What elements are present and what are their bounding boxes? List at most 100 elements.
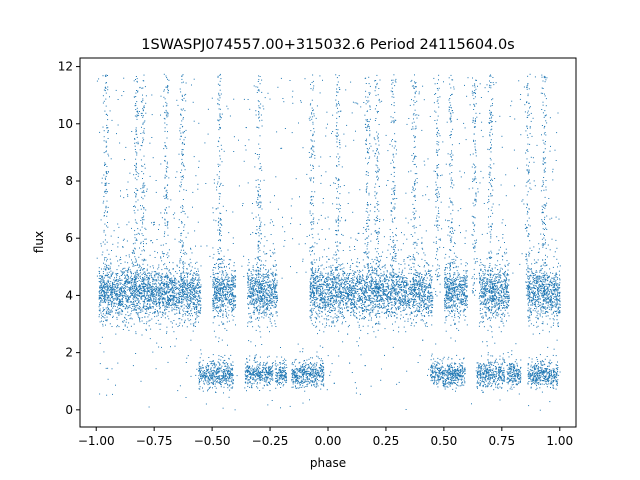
- data-point: [226, 284, 228, 285]
- data-point: [147, 276, 149, 278]
- data-point: [273, 286, 275, 288]
- data-point: [219, 304, 221, 306]
- data-point: [220, 263, 222, 265]
- data-point: [359, 288, 361, 289]
- data-point: [171, 310, 173, 312]
- data-point: [331, 322, 333, 324]
- data-point: [171, 291, 173, 293]
- data-point: [396, 281, 398, 283]
- data-point: [216, 299, 218, 300]
- data-point: [269, 295, 271, 297]
- data-point: [162, 301, 164, 303]
- data-point: [390, 285, 392, 287]
- data-point: [165, 276, 166, 278]
- data-point: [161, 297, 163, 299]
- data-point: [198, 304, 200, 306]
- data-point: [222, 292, 224, 294]
- data-point: [316, 276, 318, 278]
- data-point: [346, 303, 348, 305]
- data-point: [131, 310, 132, 312]
- data-point: [220, 305, 222, 307]
- data-point: [110, 289, 112, 291]
- data-point: [315, 306, 317, 308]
- data-point: [189, 265, 191, 267]
- data-point: [322, 291, 323, 293]
- data-point: [317, 271, 319, 273]
- data-point: [259, 291, 261, 293]
- data-point: [379, 323, 381, 325]
- data-point: [103, 351, 105, 353]
- data-point: [132, 294, 133, 296]
- data-point: [277, 296, 278, 298]
- data-point: [229, 285, 231, 287]
- data-point: [330, 279, 332, 281]
- data-point: [189, 258, 191, 260]
- data-point: [112, 286, 114, 288]
- data-point: [319, 275, 321, 277]
- data-point: [109, 258, 111, 260]
- data-point: [169, 278, 170, 280]
- data-point: [150, 299, 152, 300]
- data-point: [105, 313, 107, 314]
- data-point: [125, 281, 127, 283]
- data-point: [225, 287, 227, 289]
- data-point: [354, 249, 356, 250]
- data-point: [109, 299, 111, 301]
- data-point: [371, 301, 373, 303]
- data-point: [405, 289, 407, 291]
- data-point: [322, 301, 323, 303]
- data-point: [158, 264, 160, 266]
- data-point: [142, 300, 144, 302]
- data-point: [189, 303, 191, 305]
- data-point: [156, 293, 158, 295]
- data-point: [123, 295, 125, 297]
- data-point: [149, 284, 151, 286]
- data-point: [338, 355, 340, 357]
- data-point: [147, 300, 149, 302]
- data-point: [333, 309, 335, 311]
- data-point: [146, 285, 148, 287]
- data-point: [230, 304, 232, 305]
- data-point: [180, 296, 182, 298]
- data-point: [272, 300, 274, 302]
- data-point: [389, 276, 391, 278]
- data-point: [175, 300, 177, 302]
- data-point: [106, 298, 108, 300]
- data-point: [255, 318, 257, 320]
- data-point: [108, 289, 110, 291]
- data-point: [191, 297, 193, 299]
- data-point: [151, 294, 153, 296]
- data-point: [108, 274, 109, 276]
- data-point: [223, 323, 225, 325]
- data-point: [396, 291, 398, 293]
- data-point: [251, 295, 253, 297]
- data-point: [193, 280, 195, 282]
- data-point: [157, 277, 159, 279]
- data-point: [229, 295, 230, 297]
- data-point: [102, 271, 104, 273]
- data-point: [364, 310, 366, 312]
- data-point: [171, 281, 173, 283]
- data-point: [266, 294, 268, 296]
- data-point: [125, 291, 126, 292]
- data-point: [316, 292, 317, 294]
- data-point: [232, 292, 233, 294]
- data-point: [177, 287, 179, 289]
- data-point: [135, 279, 137, 281]
- data-point: [310, 319, 312, 321]
- data-point: [100, 294, 102, 296]
- data-point: [420, 283, 422, 285]
- data-point: [102, 278, 104, 280]
- data-point: [151, 271, 153, 273]
- data-point: [251, 293, 253, 295]
- data-point: [250, 294, 252, 296]
- data-point: [129, 276, 131, 278]
- data-point: [313, 273, 315, 274]
- data-point: [139, 303, 141, 305]
- data-point: [134, 282, 136, 283]
- data-point: [157, 302, 159, 304]
- data-point: [162, 302, 163, 304]
- data-point: [426, 298, 428, 300]
- data-point: [269, 296, 270, 298]
- data-point: [155, 285, 157, 287]
